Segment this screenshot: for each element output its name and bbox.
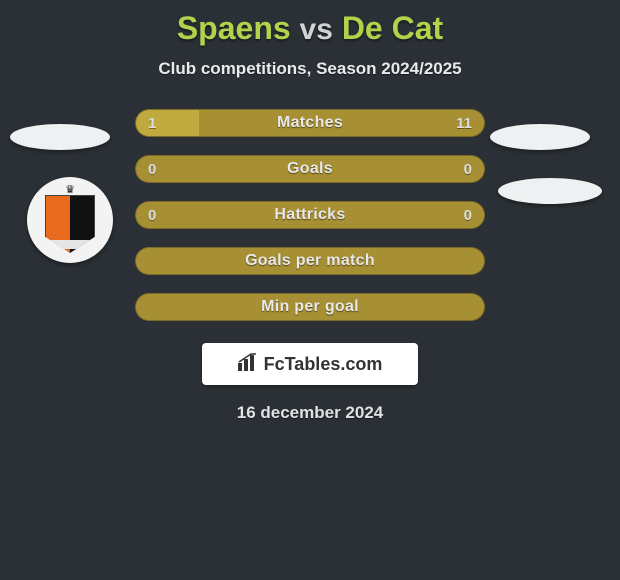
stat-bar: Goals per match xyxy=(135,247,485,275)
stats-bars: 111Matches 00Goals 00Hattricks Goals per ma… xyxy=(135,109,485,321)
stat-label: Matches xyxy=(136,110,484,136)
crown-icon: ♛ xyxy=(65,183,75,196)
stat-bar: Min per goal xyxy=(135,293,485,321)
left-club-crest: ♛ xyxy=(27,177,113,263)
stat-label: Goals per match xyxy=(136,248,484,274)
stat-bar: 00Hattricks xyxy=(135,201,485,229)
vs-text: vs xyxy=(300,13,333,46)
player1-name: Spaens xyxy=(177,10,291,46)
left-team-badge-top xyxy=(10,124,110,150)
stat-label: Goals xyxy=(136,156,484,182)
logo-text: FcTables.com xyxy=(264,354,383,375)
player2-name: De Cat xyxy=(342,10,443,46)
fctables-logo: FcTables.com xyxy=(202,343,418,385)
comparison-title: Spaens vs De Cat xyxy=(0,0,620,47)
stat-bar: 111Matches xyxy=(135,109,485,137)
club-shield-icon xyxy=(45,195,95,253)
snapshot-date: 16 december 2024 xyxy=(0,403,620,423)
right-team-badge-mid xyxy=(498,178,602,204)
right-team-badge-top xyxy=(490,124,590,150)
subtitle: Club competitions, Season 2024/2025 xyxy=(0,59,620,79)
stat-label: Hattricks xyxy=(136,202,484,228)
stat-bar: 00Goals xyxy=(135,155,485,183)
stat-label: Min per goal xyxy=(136,294,484,320)
chart-bars-icon xyxy=(238,353,260,376)
